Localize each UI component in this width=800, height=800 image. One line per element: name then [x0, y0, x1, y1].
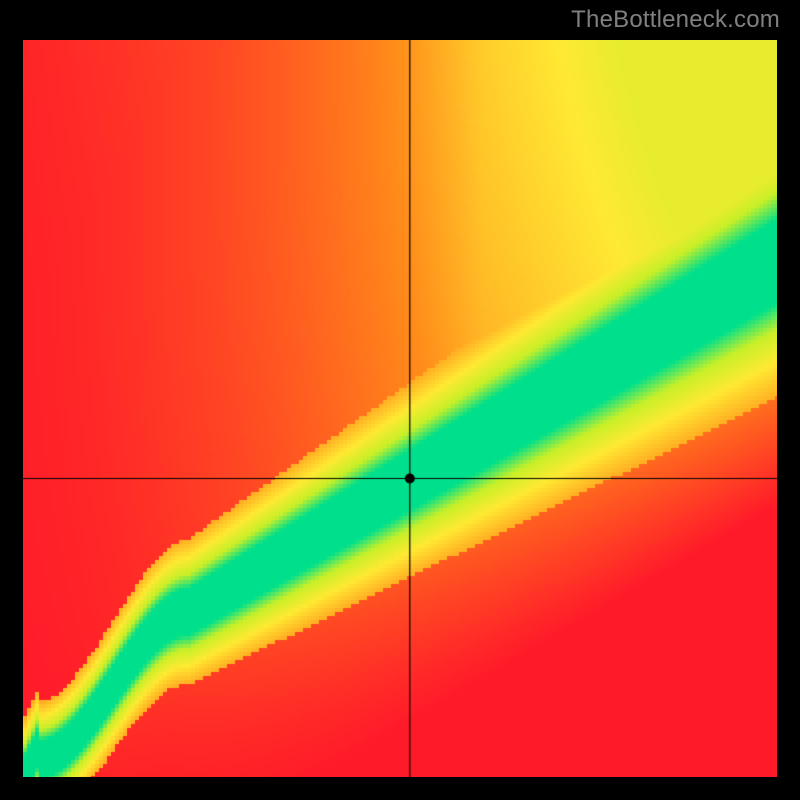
source-attribution-label: TheBottleneck.com — [571, 6, 780, 34]
heatmap-plot — [23, 40, 777, 777]
heatmap-canvas — [23, 40, 777, 777]
chart-frame: TheBottleneck.com — [0, 0, 800, 800]
